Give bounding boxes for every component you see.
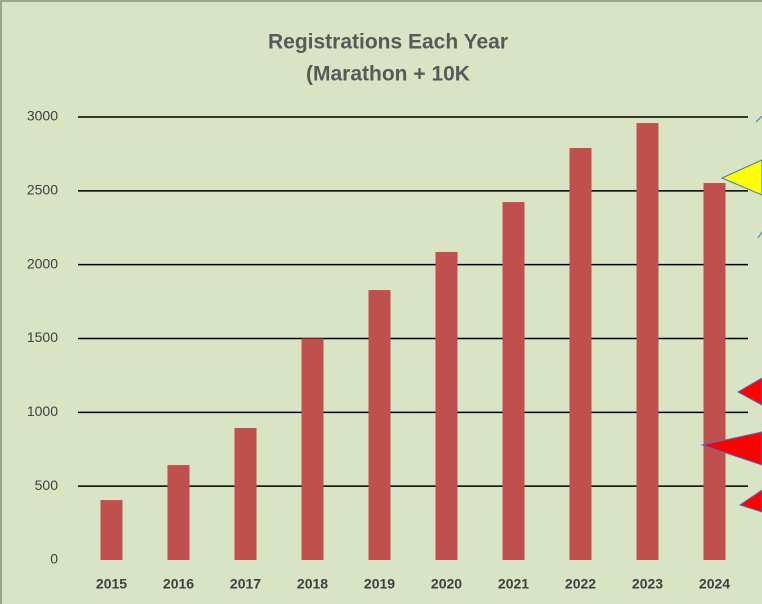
x-tick-label: 2021	[498, 576, 529, 592]
bar	[435, 251, 458, 560]
x-tick-label: 2023	[632, 576, 663, 592]
bar	[234, 427, 257, 560]
x-tick-label: 2017	[230, 576, 261, 592]
callout	[738, 489, 762, 513]
y-tick-label: 500	[35, 477, 59, 493]
chart-subtitle: (Marathon + 10K	[306, 63, 470, 86]
callout	[700, 431, 762, 466]
bar	[703, 183, 726, 560]
callout-line	[757, 231, 762, 239]
callout	[720, 159, 762, 196]
y-tick-label: 2500	[27, 182, 58, 198]
x-tick-label: 2024	[699, 576, 730, 592]
x-tick-label: 2020	[431, 576, 462, 592]
y-tick-label: 1000	[27, 403, 58, 419]
chart-title: Registrations Each Year	[268, 31, 508, 54]
x-tick-label: 2016	[163, 576, 194, 592]
y-tick-label: 3000	[27, 108, 58, 124]
callout-line	[755, 115, 762, 123]
bar	[636, 123, 659, 561]
x-tick-label: 2018	[297, 576, 328, 592]
bar	[368, 290, 391, 560]
y-tick-label: 2000	[27, 255, 58, 271]
x-tick-label: 2022	[565, 576, 596, 592]
callout	[736, 377, 762, 406]
y-tick-label: 0	[50, 551, 58, 567]
y-tick-label: 1500	[27, 329, 58, 345]
bar	[167, 465, 190, 560]
bar	[100, 500, 123, 560]
bar	[301, 338, 324, 560]
bar	[569, 148, 592, 560]
bar	[502, 202, 525, 560]
x-tick-label: 2015	[96, 576, 127, 592]
decorations	[700, 115, 762, 513]
x-tick-label: 2019	[364, 576, 395, 592]
